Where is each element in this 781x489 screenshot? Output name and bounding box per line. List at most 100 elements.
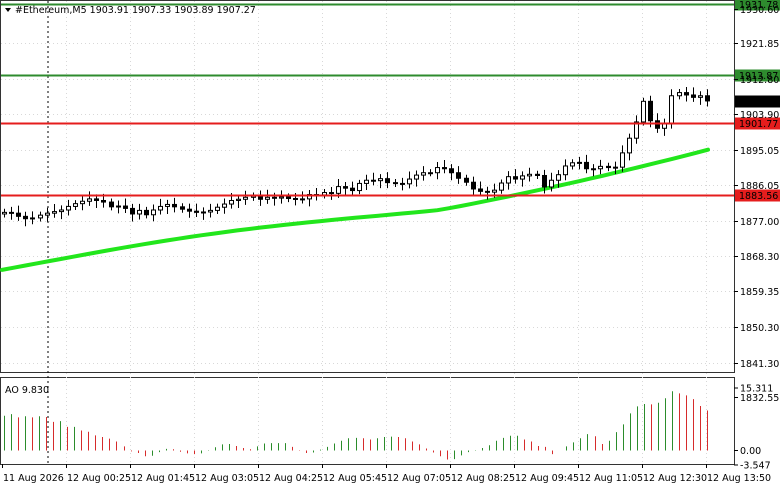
- candle-body: [293, 197, 298, 200]
- candle: [435, 162, 440, 180]
- candle-body: [378, 178, 383, 182]
- ao-axis-ticks: 15.311 0.00 -3.547: [734, 384, 773, 471]
- x-tick-label: 12 Aug 12:30: [643, 473, 707, 484]
- candle: [279, 190, 284, 204]
- ao-tick-label: 0.00: [740, 446, 761, 457]
- level-price-label: 1901.77: [739, 119, 778, 130]
- candle-body: [16, 212, 21, 217]
- candle: [677, 89, 682, 100]
- candle-body: [442, 167, 447, 170]
- candle-body: [513, 176, 518, 180]
- candle: [172, 197, 177, 213]
- candle: [66, 199, 71, 216]
- candle-body: [393, 182, 398, 185]
- candle: [520, 171, 525, 187]
- candle-body: [279, 196, 284, 199]
- candle: [151, 204, 156, 222]
- candle: [407, 171, 412, 189]
- candle: [705, 89, 710, 107]
- candle: [314, 187, 319, 201]
- candle-body: [698, 95, 703, 98]
- candle-body: [542, 174, 547, 188]
- candle-body: [243, 196, 248, 200]
- candle: [527, 167, 532, 182]
- candle: [251, 192, 256, 201]
- candle: [570, 159, 575, 170]
- x-tick-label: 12 Aug 03:05: [195, 473, 259, 484]
- candle-body: [449, 168, 454, 174]
- candle: [471, 176, 476, 196]
- candle-body: [464, 177, 469, 183]
- candle: [165, 199, 170, 214]
- y-tick-label: 1877.00: [740, 217, 779, 228]
- candle-body: [215, 206, 220, 211]
- candle-body: [30, 217, 35, 220]
- candle: [662, 118, 667, 136]
- candle-body: [385, 178, 390, 184]
- candle: [513, 169, 518, 184]
- level-price-tag: [735, 189, 780, 202]
- y-tick-label: 1850.30: [740, 323, 779, 334]
- candle: [158, 198, 163, 215]
- main-panel-frame: [0, 0, 735, 373]
- candle-body: [669, 95, 674, 124]
- candle-body: [343, 186, 348, 189]
- candle: [9, 206, 14, 220]
- candle: [577, 156, 582, 170]
- x-tick-label: 12 Aug 09:45: [515, 473, 579, 484]
- candle-body: [485, 190, 490, 193]
- candle: [393, 179, 398, 187]
- y-axis-ticks: 1930.60 1921.85 1912.80 1903.90 1895.05 1886.…: [734, 5, 779, 404]
- ao-histogram: [4, 391, 708, 460]
- chevron-down-icon[interactable]: [5, 8, 11, 12]
- level-price-label: 1931.78: [739, 0, 778, 11]
- candle-body: [641, 100, 646, 123]
- y-tick-label: 1886.05: [740, 181, 779, 192]
- candle: [215, 203, 220, 214]
- x-tick-label: 12 Aug 08:25: [451, 473, 515, 484]
- candle-body: [300, 198, 305, 201]
- candle-body: [45, 212, 50, 216]
- candle-body: [584, 161, 589, 170]
- candle-body: [151, 209, 156, 216]
- candle-body: [620, 152, 625, 168]
- candle-body: [527, 173, 532, 177]
- y-tick-label: 1912.80: [740, 75, 779, 86]
- candle-body: [684, 92, 689, 96]
- candle: [30, 211, 35, 225]
- y-tick-label: 1868.30: [740, 252, 779, 263]
- candle-body: [549, 179, 554, 188]
- candle-body: [613, 166, 618, 169]
- candle-body: [123, 205, 128, 209]
- candle-body: [116, 205, 121, 208]
- y-tick-label: 1832.55: [740, 393, 779, 404]
- candle-body: [9, 211, 14, 214]
- candle-body: [329, 192, 334, 195]
- candle-body: [158, 205, 163, 211]
- candle: [208, 203, 213, 218]
- candle-body: [187, 208, 192, 212]
- y-tick-label: 1895.05: [740, 146, 779, 157]
- candle-body: [52, 211, 57, 214]
- candle: [641, 97, 646, 126]
- candle-body: [577, 161, 582, 164]
- candle-body: [371, 179, 376, 182]
- candle: [613, 161, 618, 175]
- candle-body: [648, 100, 653, 122]
- y-tick-label: 1903.90: [740, 110, 779, 121]
- candle-body: [492, 189, 497, 193]
- candle-body: [471, 181, 476, 190]
- candle-body: [535, 173, 540, 176]
- candle: [449, 164, 454, 181]
- level-price-tag: [735, 0, 780, 11]
- candle: [648, 95, 653, 128]
- candle: [322, 188, 327, 199]
- candle: [364, 174, 369, 190]
- candle-body: [109, 201, 114, 208]
- level-price-label: 1883.56: [739, 191, 778, 202]
- candle: [627, 133, 632, 161]
- ao-tick-label: -3.547: [740, 460, 771, 471]
- candle-body: [194, 210, 199, 213]
- candle: [236, 194, 241, 209]
